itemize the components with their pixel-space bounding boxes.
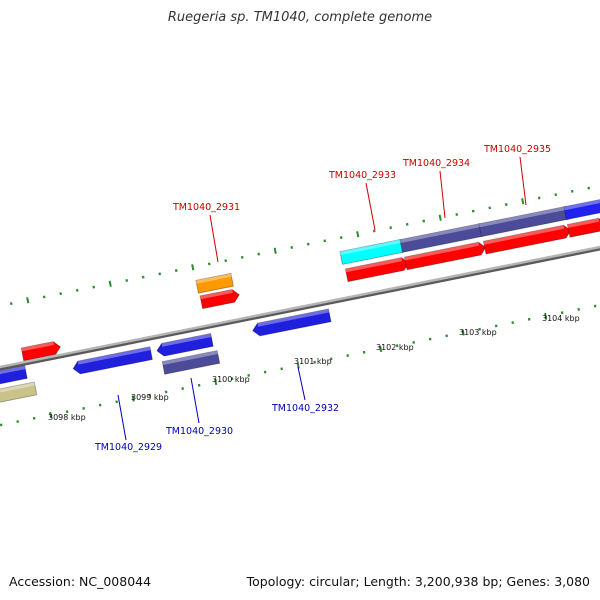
leader-line-tm1040_2933: [365, 182, 376, 231]
leader-line-tm1040_2930: [190, 377, 200, 424]
feature-blue-partial: [563, 199, 600, 221]
axis-label-3104: 3104 kbp: [542, 314, 580, 323]
lower-tick-row: [0, 304, 597, 427]
gene-body: [72, 346, 153, 375]
axis-label-3102: 3102 kbp: [376, 343, 414, 352]
gene-label-tm1040_2933: TM1040_2933: [328, 170, 396, 181]
tick-mark: [356, 231, 360, 238]
gene-label-tm1040_2932: TM1040_2932: [271, 403, 339, 414]
gene-label-tm1040_2929: TM1040_2929: [94, 442, 162, 453]
gene-highlight: [339, 239, 402, 255]
backbone-shadow: [0, 246, 600, 371]
gene-highlight: [0, 382, 35, 393]
gene-highlight: [161, 333, 212, 347]
gene-body: [252, 308, 332, 337]
tick-mark: [544, 312, 548, 320]
gene-label-tm1040_2931: TM1040_2931: [172, 202, 240, 213]
leader-line-tm1040_2932: [297, 366, 306, 401]
gene-body: [403, 241, 487, 271]
gene-highlight: [257, 309, 330, 327]
gene-arrow-2932: [252, 308, 332, 337]
genome-summary-text: Topology: circular; Length: 3,200,938 bp…: [246, 574, 590, 589]
tick-mark: [521, 198, 525, 205]
tick-mark: [438, 214, 442, 221]
gene-highlight: [77, 346, 151, 365]
gene-arrow-2935: [482, 224, 572, 255]
gene-label-tm1040_2934: TM1040_2934: [402, 158, 470, 169]
tick-mark: [273, 247, 277, 254]
tick-mark: [49, 411, 53, 419]
gene-highlight: [483, 225, 565, 245]
tick-mark: [214, 378, 218, 386]
gene-body: [195, 272, 234, 294]
gene-highlight: [567, 218, 600, 228]
axis-label-3098: 3098 kbp: [48, 413, 86, 422]
gene-highlight: [345, 257, 403, 273]
feature-slate-2930: [161, 350, 221, 375]
gene-arrow-2929: [72, 346, 153, 375]
accession-text: Accession: NC_008044: [9, 574, 152, 589]
upper-tick-row: [9, 186, 591, 306]
gene-body: [161, 350, 221, 375]
tick-mark: [461, 329, 465, 336]
gene-arrow-2934: [403, 241, 487, 271]
feature-khaki: [0, 381, 38, 403]
feature-cyan: [339, 238, 404, 265]
gene-highlight: [195, 273, 232, 284]
gene-body: [563, 199, 600, 221]
tick-mark: [131, 395, 135, 402]
gene-body: [566, 217, 600, 238]
genome-backbone: [0, 245, 600, 369]
gene-highlight: [478, 206, 567, 228]
leader-line-tm1040_2935: [519, 156, 527, 206]
gene-highlight: [404, 242, 480, 261]
gene-highlight: [21, 341, 54, 352]
axis-label-3103: 3103 kbp: [459, 328, 497, 337]
gene-arrow-forward-left: [20, 341, 61, 362]
axis-label-3099: 3099 kbp: [131, 393, 169, 402]
gene-body: [0, 381, 38, 403]
gene-arrow-2930-blue: [156, 333, 214, 357]
gene-arrow-reverse-left: [0, 365, 28, 385]
tick-mark: [191, 264, 195, 271]
gene-body: [199, 289, 240, 310]
feature-orange: [195, 272, 234, 294]
tick-mark: [108, 280, 112, 287]
gene-highlight: [563, 199, 600, 211]
leader-line-tm1040_2934: [439, 170, 446, 219]
gene-arrow-2931: [199, 289, 240, 310]
gene-body: [156, 333, 214, 357]
gene-body: [339, 238, 404, 265]
axis-label-3100: 3100 kbp: [212, 375, 250, 384]
gene-label-tm1040_2930: TM1040_2930: [165, 426, 233, 437]
gene-arrow-forward-partial: [566, 217, 600, 238]
axis-label-3101: 3101 kbp: [294, 357, 332, 366]
gene-body: [0, 365, 28, 385]
leader-line-tm1040_2931: [209, 214, 219, 263]
gene-highlight: [399, 223, 481, 243]
gene-highlight: [162, 350, 218, 365]
leader-line-tm1040_2929: [117, 394, 127, 441]
gene-body: [482, 224, 572, 255]
tick-mark: [379, 345, 383, 353]
gene-body: [20, 341, 61, 362]
gene-highlight: [0, 365, 26, 375]
page-title: Ruegeria sp. TM1040, complete genome: [167, 10, 433, 25]
gene-highlight: [200, 289, 233, 300]
tick-mark: [26, 297, 30, 304]
gene-label-tm1040_2935: TM1040_2935: [483, 144, 551, 155]
